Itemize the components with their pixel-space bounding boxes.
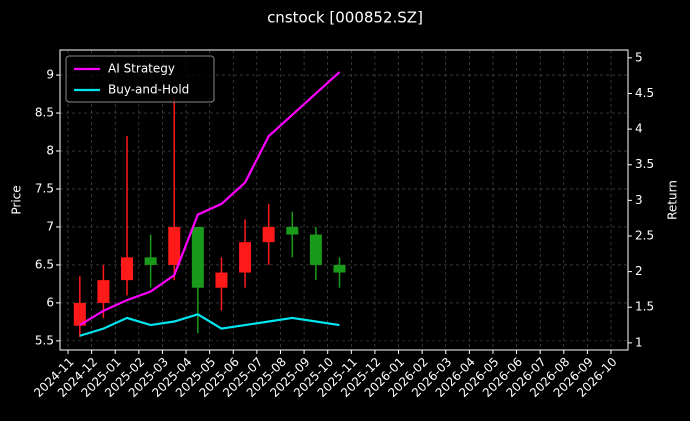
y2-axis-label: Return [666, 180, 680, 220]
legend-box [65, 55, 215, 103]
plot-frame [59, 49, 629, 351]
y2-tick-label: 5 [635, 50, 643, 64]
y2-tick-label: 2.5 [635, 228, 654, 242]
candle-body [309, 234, 322, 265]
candle-body [144, 257, 157, 265]
y-tick-label: 7.5 [35, 181, 54, 195]
y-tick-label: 6.5 [35, 257, 54, 271]
candle-body [73, 302, 86, 326]
return-line [79, 313, 340, 337]
y2-tick-label: 3 [635, 193, 643, 207]
y-tick-label: 7 [46, 219, 54, 233]
candle-body [97, 280, 110, 303]
candle-body [286, 226, 299, 235]
y-axis-label: Price [10, 185, 24, 214]
candle-body [191, 226, 204, 288]
y2-tick-label: 2 [635, 264, 643, 278]
legend: AI Strategy Buy-and-Hold [65, 55, 215, 103]
candle-body [168, 226, 181, 265]
legend-label: AI Strategy [108, 62, 175, 76]
y-tick-label: 8.5 [35, 106, 54, 120]
chart-title: cnstock [000852.SZ] [267, 9, 423, 27]
y2-tick-label: 4 [635, 122, 643, 136]
y2-tick-label: 4.5 [635, 86, 654, 100]
y-tick-label: 6 [46, 295, 54, 309]
y2-tick-label: 3.5 [635, 157, 654, 171]
candle-body [262, 226, 275, 243]
y2-tick-label: 1.5 [635, 300, 654, 314]
y-tick-label: 9 [46, 68, 54, 82]
y-tick-label: 5.5 [35, 333, 54, 347]
y2-tick-label: 1 [635, 335, 643, 349]
candle-body [239, 242, 252, 273]
return-line [79, 71, 341, 327]
candle-body [215, 272, 228, 288]
legend-label: Buy-and-Hold [108, 83, 189, 97]
candle-body [121, 257, 134, 281]
y-tick-label: 8 [46, 144, 54, 158]
candle-body [333, 264, 346, 273]
